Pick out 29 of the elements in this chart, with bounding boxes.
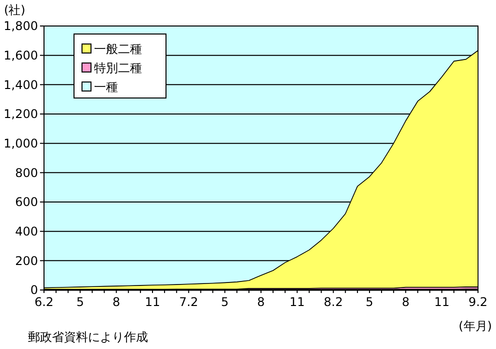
y-tick-label: 1,000: [4, 136, 38, 151]
y-tick-label: 1,600: [4, 48, 38, 63]
x-tick-label: 8.2: [324, 295, 343, 309]
y-tick-label: 1,200: [4, 107, 38, 122]
x-tick-label: 6.2: [34, 295, 54, 309]
x-tick-label: 8: [402, 295, 410, 309]
x-tick-label: 11: [434, 295, 450, 309]
text: 郵政省資料により作成: [28, 330, 148, 344]
x-tick-label: 9.2: [468, 295, 488, 309]
legend-label: 特別二種: [94, 61, 142, 75]
legend-label: 一般二種: [94, 42, 142, 56]
y-tick-label: 200: [15, 254, 38, 268]
y-tick-label: 0: [30, 283, 38, 298]
x-axis-title: (年月): [458, 319, 492, 333]
y-tick-label: 1,400: [4, 78, 38, 92]
x-tick-label: 8: [257, 295, 265, 309]
y-tick-label: 400: [15, 224, 38, 239]
x-tick-label: 7.2: [179, 295, 198, 309]
legend-label: 一種: [94, 80, 118, 94]
y-tick-label: 600: [15, 195, 38, 210]
x-tick-label: 5: [76, 295, 84, 309]
y-tick-label: 800: [15, 166, 38, 180]
x-tick-label: 5: [366, 295, 374, 309]
x-tick-label: 5: [221, 295, 229, 309]
y-axis-title: (社): [4, 3, 26, 17]
x-tick-label: 11: [290, 295, 305, 309]
x-tick-label: 8: [112, 295, 120, 309]
y-tick-label: 1,800: [4, 19, 38, 34]
x-tick-label: 11: [144, 295, 160, 309]
